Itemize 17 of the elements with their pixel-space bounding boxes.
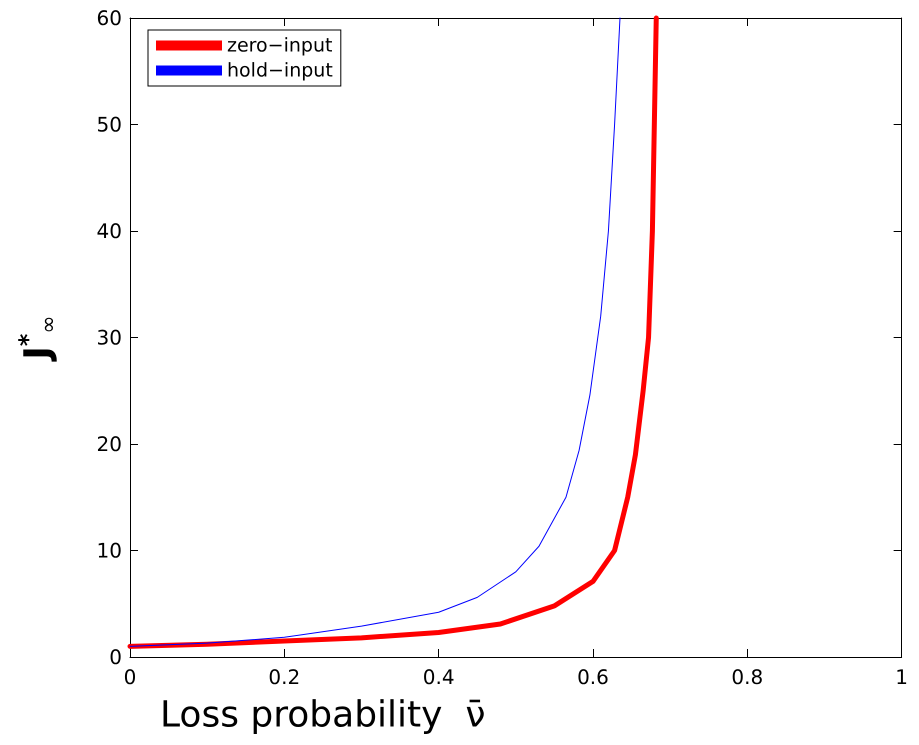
- x-tick-label: 0.6: [577, 665, 609, 689]
- x-tick-label: 1: [895, 665, 908, 689]
- x-tick-label: 0.4: [422, 665, 455, 689]
- y-tick-label: 60: [96, 6, 122, 30]
- legend-label: hold−input: [227, 60, 333, 82]
- y-axis-title: J*∞: [14, 315, 62, 363]
- y-tick-label: 30: [96, 326, 122, 350]
- legend-label: zero−input: [227, 34, 332, 56]
- y-tick-label: 10: [96, 538, 122, 562]
- x-tick-label: 0: [124, 665, 136, 689]
- x-axis-title: Loss probability ν̄: [160, 694, 486, 736]
- y-tick-label: 0: [109, 645, 122, 669]
- x-tick-label: 0.8: [731, 665, 764, 689]
- y-tick-label: 20: [96, 432, 122, 456]
- y-tick-label: 50: [96, 112, 122, 136]
- x-tick-label: 0.2: [268, 665, 300, 689]
- y-tick-label: 40: [96, 219, 122, 243]
